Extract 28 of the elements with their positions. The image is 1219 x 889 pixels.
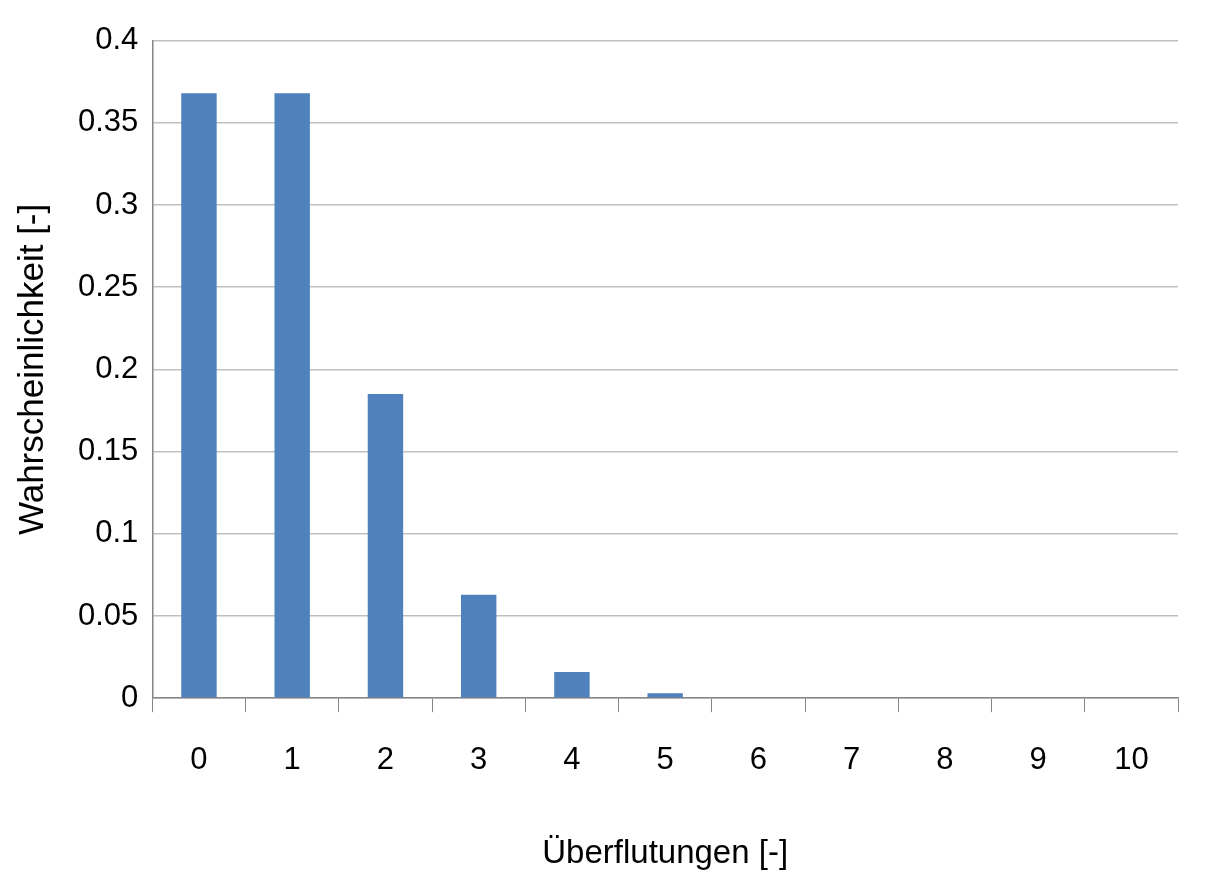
bar bbox=[460, 594, 497, 698]
y-tick-label: 0.4 bbox=[95, 21, 139, 57]
y-tick-label: 0.25 bbox=[77, 267, 139, 303]
y-tick-label: 0.15 bbox=[77, 432, 139, 468]
x-tick-label: 4 bbox=[563, 741, 581, 777]
x-tick-label: 10 bbox=[1114, 741, 1149, 777]
y-tick-label: 0.1 bbox=[95, 514, 139, 550]
bar bbox=[647, 693, 683, 698]
x-tick-label: 8 bbox=[936, 741, 954, 777]
x-tick-label: 3 bbox=[470, 741, 488, 777]
x-tick-label: 6 bbox=[749, 741, 768, 777]
y-tick-label: 0.05 bbox=[77, 596, 139, 632]
y-axis-title: Wahrscheinlichkeit [-] bbox=[10, 203, 50, 536]
y-tick-label: 0.35 bbox=[77, 103, 139, 139]
y-tick-label: 0.2 bbox=[95, 349, 139, 385]
y-tick-label: 0 bbox=[121, 678, 139, 714]
x-tick-label: 1 bbox=[283, 741, 301, 777]
x-tick-label: 5 bbox=[656, 741, 674, 777]
bar bbox=[181, 93, 217, 698]
bar bbox=[367, 394, 404, 698]
bar bbox=[274, 93, 310, 698]
bar bbox=[554, 671, 590, 698]
x-tick-label: 2 bbox=[376, 741, 395, 777]
x-axis-title: Überflutungen [-] bbox=[542, 833, 789, 871]
x-tick-label: 0 bbox=[190, 741, 208, 777]
x-tick-label: 7 bbox=[843, 741, 861, 777]
y-tick-label: 0.3 bbox=[95, 185, 139, 221]
x-tick-label: 9 bbox=[1029, 741, 1047, 777]
